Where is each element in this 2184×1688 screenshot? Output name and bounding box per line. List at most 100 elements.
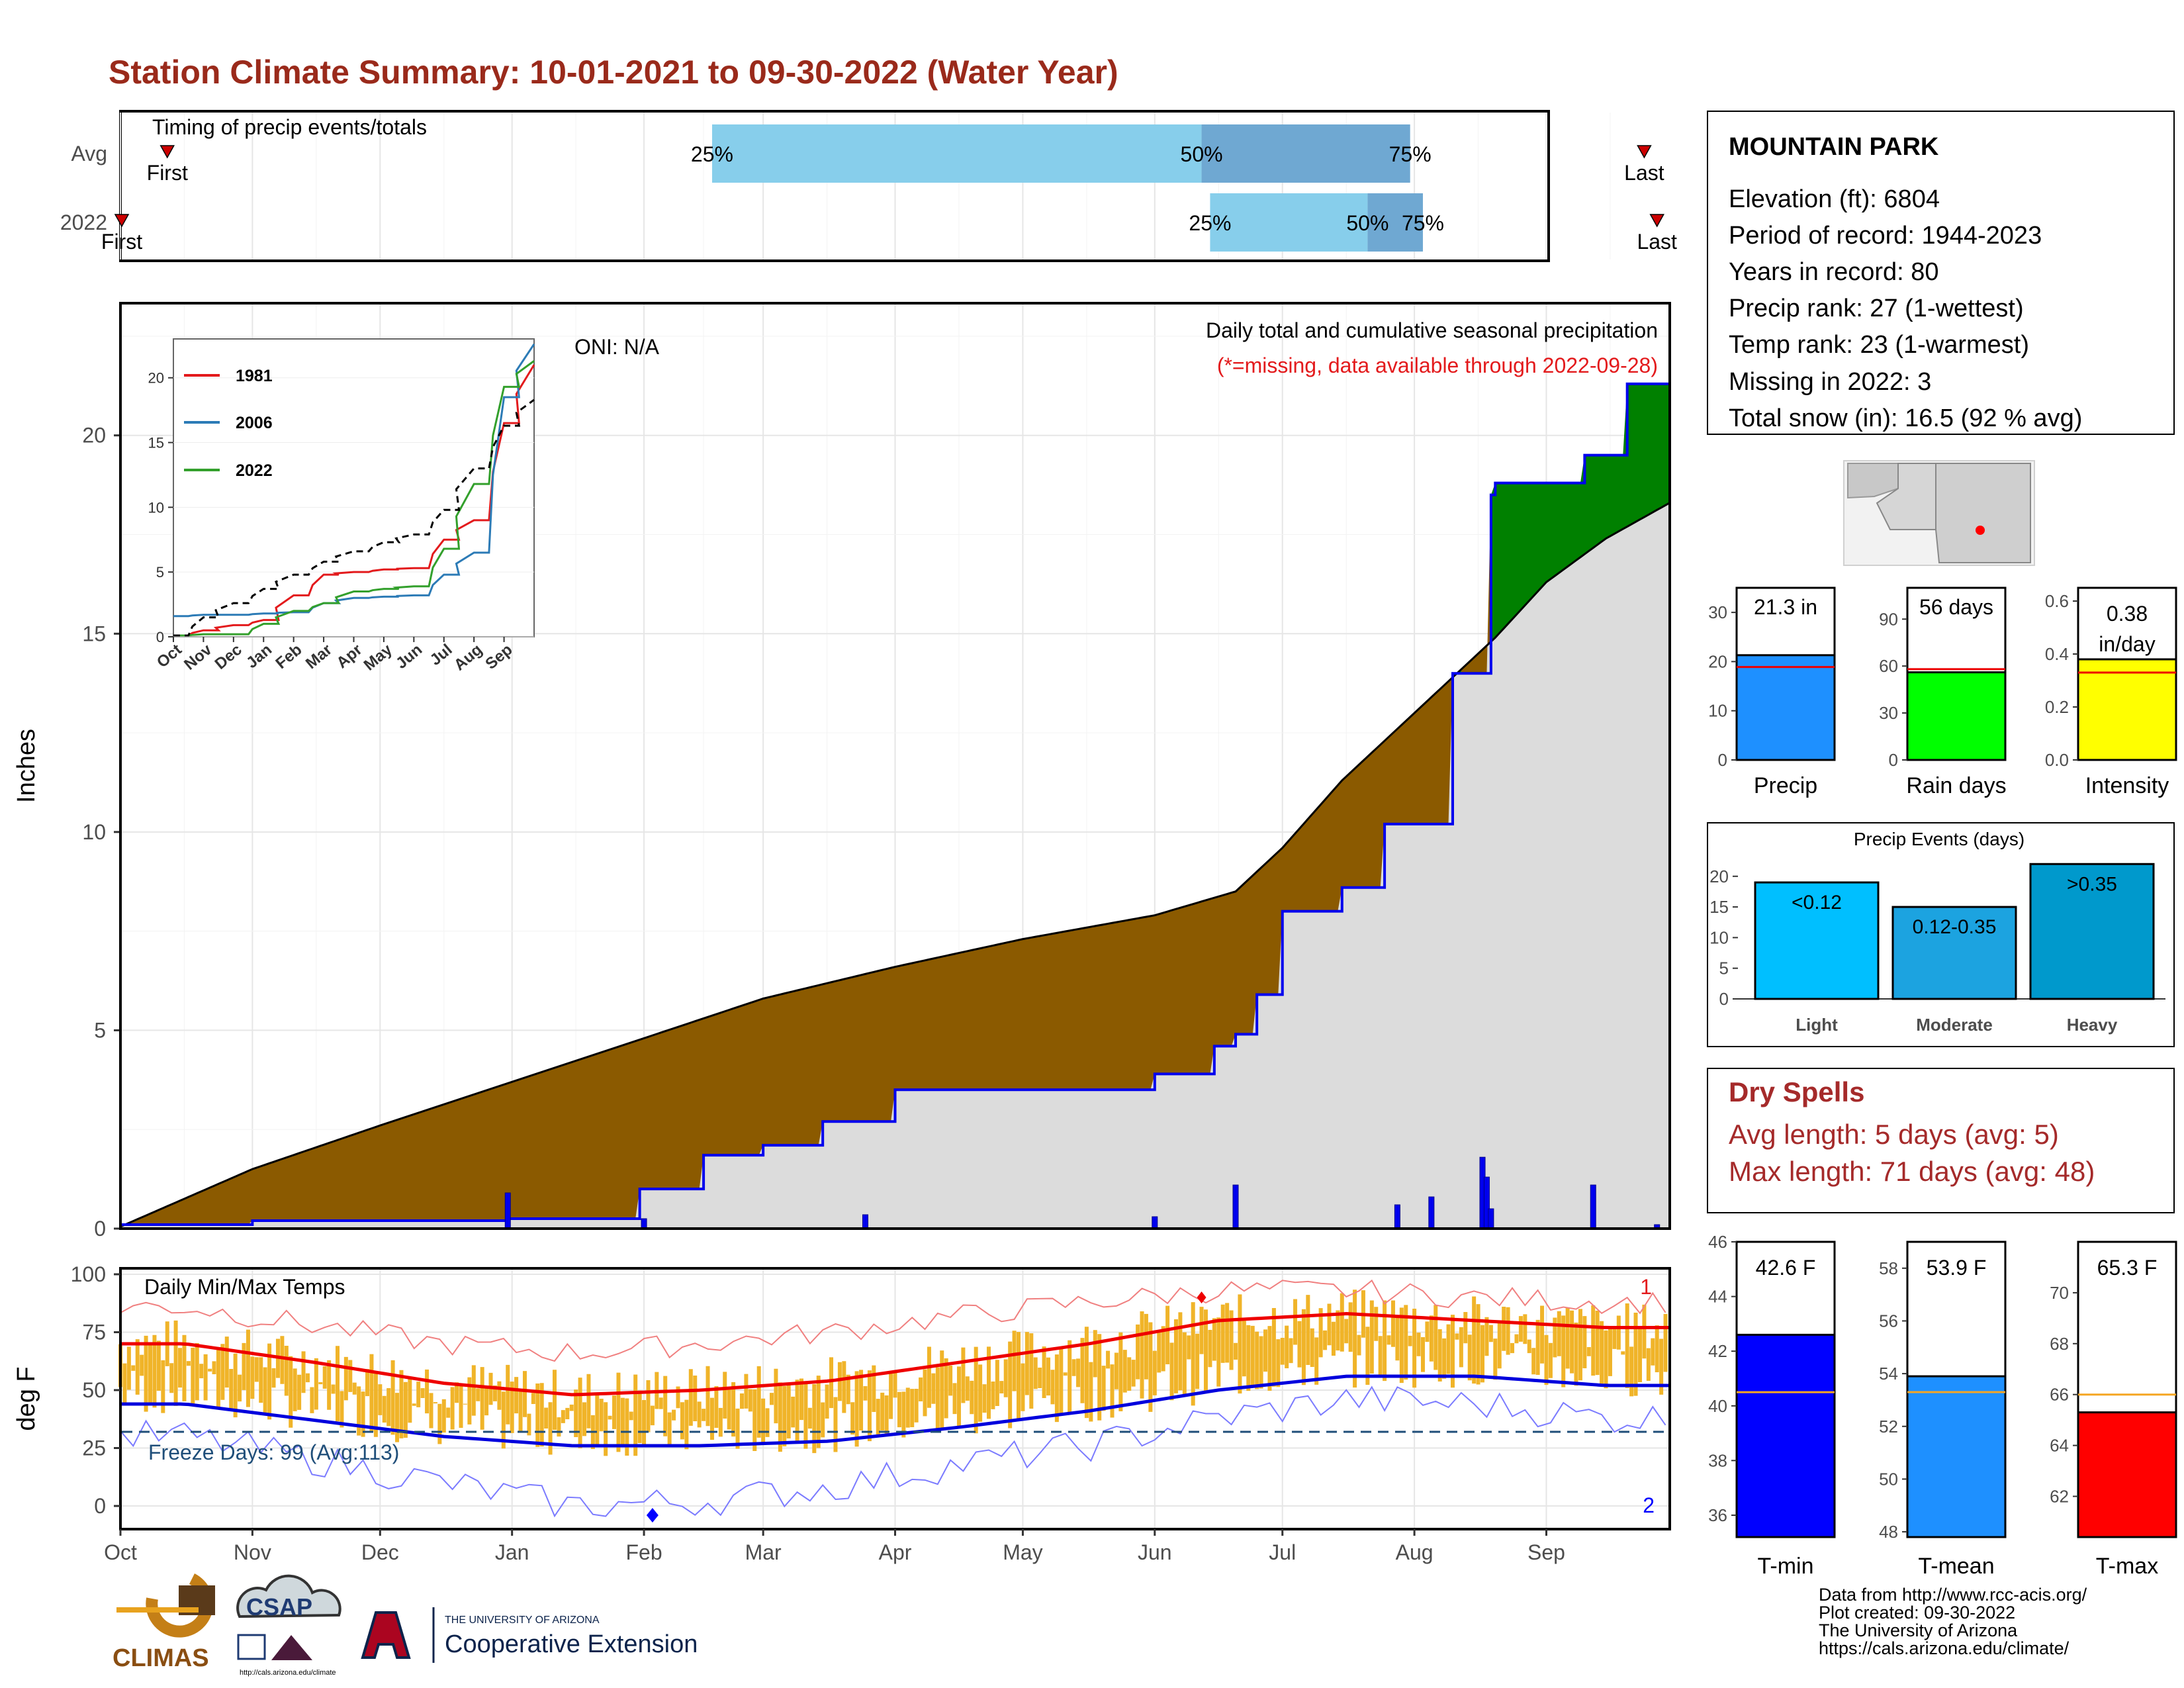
temp-marker-1: 1 <box>1640 1275 1652 1299</box>
dry-spells-avg: Avg length: 5 days (avg: 5) <box>1729 1119 2059 1150</box>
summary-value-unit: in/day <box>2099 632 2155 656</box>
logos: CLIMAS CSAP http://cals.arizona.edu/clim… <box>113 1573 698 1677</box>
record-min-line <box>120 1385 1666 1518</box>
average-max-line <box>120 1312 1670 1397</box>
csap-logo-text: CSAP <box>246 1593 312 1620</box>
cumulative-2022-line <box>120 382 1670 1227</box>
station-line-2: Period of record: 1944-2023 <box>1729 222 2042 250</box>
temp-y-tick-label: 50 <box>82 1378 106 1402</box>
temp-summary-bar-t-mean <box>1906 1375 2007 1538</box>
temp-summary-y-tick-label: 52 <box>1879 1417 1898 1436</box>
map-state-outline <box>1847 463 1899 499</box>
events-y-tick-label: 0 <box>1719 989 1729 1009</box>
precip-caption: Daily total and cumulative seasonal prec… <box>1206 318 1658 342</box>
timing-bars: 25% 50% 75% First Last 25% 50% 75% First Last <box>101 124 1677 254</box>
summary-y-tick-label: 0.2 <box>2045 697 2069 717</box>
summary-y-tick-label: 30 <box>1708 602 1727 622</box>
precip-panel-border <box>119 302 1671 1230</box>
summary-bars: 21.3 in 0 10 20 30 Precip 56 days 0 30 60 90 Rain d… <box>1708 586 2177 798</box>
timing-first-label: First <box>147 161 188 185</box>
legend-label-2006: 2006 <box>236 414 273 432</box>
precip-y-axis-label: Inches <box>13 729 40 803</box>
inset-y-tick-label: 20 <box>148 370 164 387</box>
events-range-label: 0.12-0.35 <box>1913 916 1997 938</box>
summary-y-tick-label: 0 <box>1718 750 1727 770</box>
credit-line-3: The University of Arizona <box>1819 1620 2018 1640</box>
temp-y-tick-label: 0 <box>94 1494 106 1518</box>
record-max-line <box>120 1279 1666 1362</box>
temp-summary-y-tick-label: 54 <box>1879 1364 1898 1383</box>
temp-y-axis-label: deg F <box>13 1366 40 1430</box>
temp-summary-y-tick-label: 50 <box>1879 1469 1898 1489</box>
precip-areas <box>120 382 1670 1229</box>
temp-summary-y-tick-label: 56 <box>1879 1311 1898 1331</box>
precip-events-panel: Precip Events (days) 05101520<0.12Light0… <box>1707 822 2175 1047</box>
temp-summary-y-tick-label: 62 <box>2050 1486 2069 1506</box>
climas-logo-text: CLIMAS <box>113 1644 209 1672</box>
daily-precip-bar <box>1428 1196 1435 1229</box>
timing-pct-50: 50% <box>1346 211 1388 235</box>
events-category-label: Moderate <box>1916 1015 1993 1035</box>
x-tick-label-feb: Feb <box>625 1540 662 1564</box>
credit-line-2: Plot created: 09-30-2022 <box>1819 1603 2015 1622</box>
inset-legend: 1981 2006 2022 <box>184 367 273 480</box>
temp-panel: Daily Min/Max Temps Freeze Days: 99 (Avg… <box>13 1262 1671 1564</box>
station-line-6: Missing in 2022: 3 <box>1729 368 1931 396</box>
precip-missing-note: (*=missing, data available through 2022-… <box>1217 353 1658 377</box>
station-info-box: MOUNTAIN PARK Elevation (ft): 6804 Perio… <box>1707 111 2175 435</box>
x-tick-label-dec: Dec <box>361 1540 399 1564</box>
inset-lines <box>173 343 535 637</box>
page-title: Station Climate Summary: 10-01-2021 to 0… <box>109 54 1118 91</box>
dry-spells-box: Dry Spells Avg length: 5 days (avg: 5) M… <box>1707 1068 2175 1213</box>
x-tick-label-oct: Oct <box>104 1540 137 1564</box>
temp-summary-y-tick-label: 70 <box>2050 1283 2069 1303</box>
ua-block-a <box>361 1611 411 1659</box>
x-tick-label-jul: Jul <box>1269 1540 1296 1564</box>
inset-line-1981 <box>173 364 535 637</box>
station-line-4: Precip rank: 27 (1-wettest) <box>1729 295 2024 322</box>
events-y-tick-label: 10 <box>1709 927 1729 947</box>
station-line-3: Years in record: 80 <box>1729 258 1939 286</box>
timing-pct-25: 25% <box>1189 211 1231 235</box>
x-tick-label-sep: Sep <box>1527 1540 1565 1564</box>
credits: Data from http://www.rcc-acis.org/ Plot … <box>1819 1585 2087 1658</box>
inset-background <box>173 338 535 637</box>
inset-y-tick-label: 15 <box>148 435 164 451</box>
summary-bar-precip <box>1735 654 1836 761</box>
timing-bar-q3 <box>1201 124 1410 183</box>
climas-logo: CLIMAS <box>113 1573 215 1672</box>
dry-spells-max: Max length: 71 days (avg: 48) <box>1729 1156 2095 1187</box>
temp-summary-y-tick-label: 42 <box>1708 1341 1727 1361</box>
precip-y-tick-label: 10 <box>82 820 106 844</box>
average-cumulative-area <box>120 502 1670 1229</box>
csap-url: http://cals.arizona.edu/climate <box>240 1669 336 1677</box>
events-category-label: Heavy <box>2067 1015 2118 1035</box>
precip-y-tick-label: 5 <box>94 1018 106 1042</box>
temp-summary-y-tick-label: 58 <box>1879 1258 1898 1278</box>
legend-label-2022: 2022 <box>236 461 273 480</box>
summary-y-tick-label: 0.0 <box>2045 750 2069 770</box>
temp-summary-value: 65.3 F <box>2097 1256 2158 1280</box>
precip-y-tick-label: 15 <box>82 622 106 645</box>
x-tick-label-apr: Apr <box>879 1540 912 1564</box>
summary-bar-intensity <box>2077 658 2177 761</box>
station-box-border <box>1707 111 2175 435</box>
temp-summary-value: 42.6 F <box>1756 1256 1816 1280</box>
record-low-marker <box>646 1508 659 1523</box>
dry-spells-title: Dry Spells <box>1729 1076 1864 1107</box>
temp-lines <box>120 1279 1670 1523</box>
oni-label: ONI: N/A <box>574 335 660 359</box>
events-bars: 0 5 10 15 20 <0.12 Light 0.12-0.35 Moderate >0.35… <box>1709 863 2165 1035</box>
timing-bar-q2 <box>711 124 1202 183</box>
university-of-arizona-logo: THE UNIVERSITY OF ARIZONA Cooperative Ex… <box>361 1607 698 1663</box>
timing-last-marker <box>1637 145 1652 159</box>
temp-y-ticks: 0 25 50 75 100 <box>71 1262 120 1518</box>
temp-summary-y-tick-label: 64 <box>2050 1436 2069 1456</box>
daily-precip-bar <box>1232 1184 1239 1229</box>
events-bar-light <box>1754 881 1880 1000</box>
ua-big-text: Cooperative Extension <box>445 1630 698 1658</box>
temp-summary-y-tick-label: 46 <box>1708 1232 1727 1252</box>
summary-y-tick-label: 30 <box>1879 703 1898 723</box>
daily-precip-bar <box>1488 1208 1494 1229</box>
summary-y-tick-label: 60 <box>1879 656 1898 676</box>
